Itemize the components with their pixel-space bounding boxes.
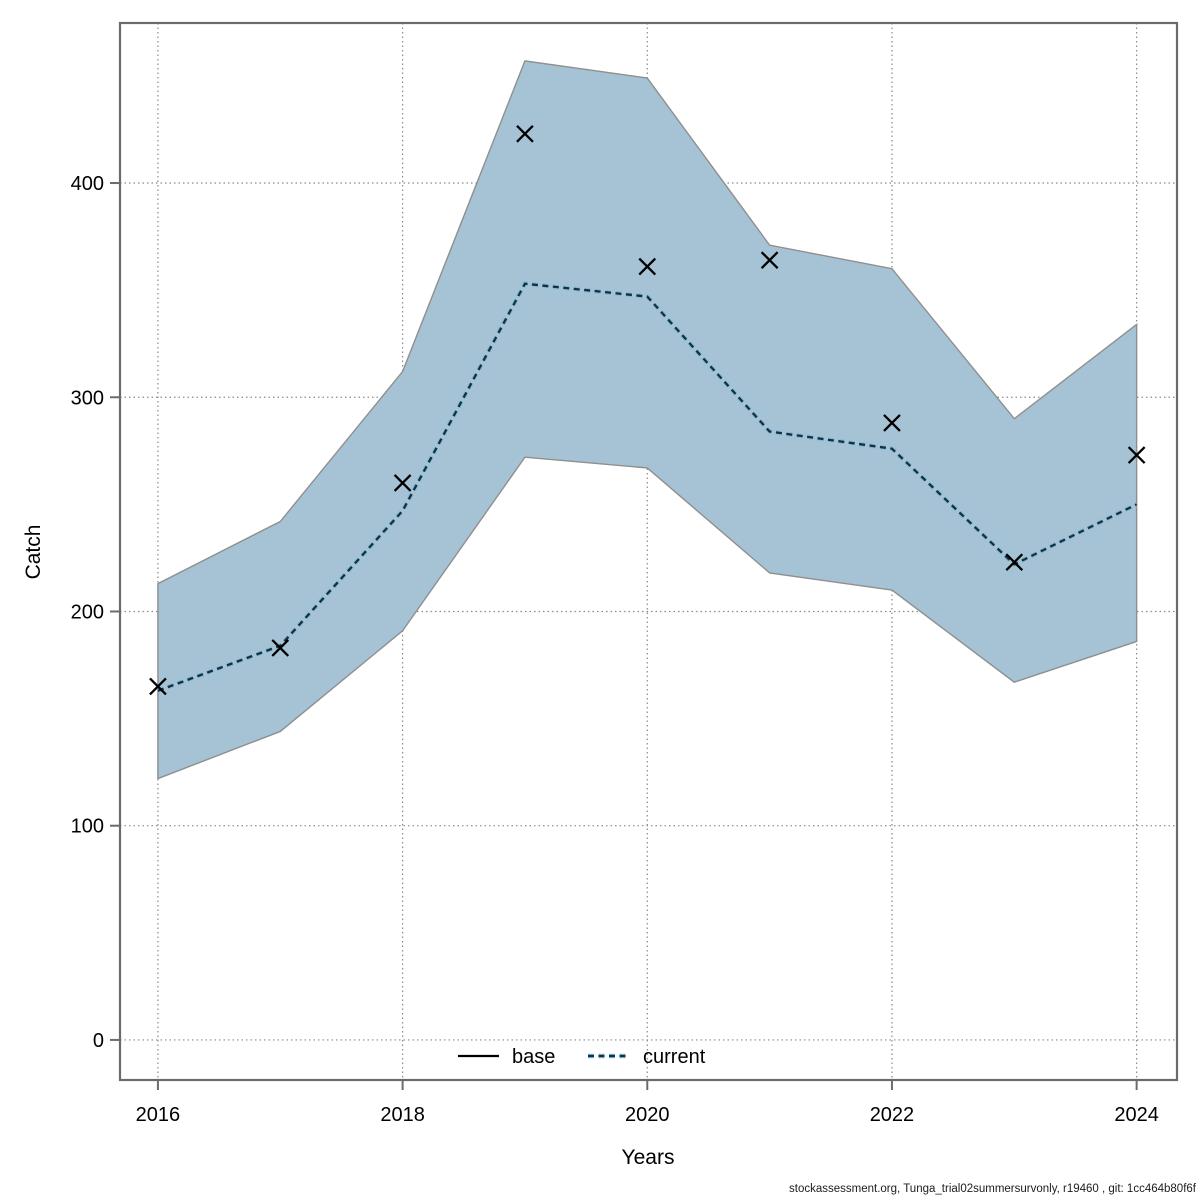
y-tick-label: 100 <box>71 816 104 838</box>
confidence-band <box>157 60 1138 780</box>
observation-marker <box>149 677 167 696</box>
footer-note: stockassessment.org, Tunga_trial02summer… <box>789 1183 1197 1195</box>
legend-label-current: current <box>643 1046 706 1068</box>
observation-marker <box>760 251 779 269</box>
x-tick-label: 2016 <box>136 1104 181 1126</box>
observation-marker <box>1127 446 1146 464</box>
legend: base current <box>458 1046 706 1068</box>
y-tick-label: 400 <box>71 173 104 195</box>
confidence-band-polygon <box>157 60 1138 780</box>
observation-marker <box>638 257 657 276</box>
y-axis-title: Catch <box>22 525 45 580</box>
x-axis-title: Years <box>622 1146 675 1169</box>
observation-marker <box>883 414 901 432</box>
y-tick-label: 300 <box>71 387 104 409</box>
x-tick-label: 2024 <box>1114 1104 1159 1126</box>
observation-markers <box>149 124 1146 696</box>
x-tick-label: 2020 <box>625 1104 670 1126</box>
observation-marker <box>393 474 412 492</box>
axes-and-box <box>110 21 1179 1090</box>
legend-label-base: base <box>512 1046 555 1068</box>
plot-box <box>118 21 1179 1082</box>
x-tick-label: 2022 <box>870 1104 915 1126</box>
tick-labels: 2016 2018 2020 2022 2024 0 100 200 300 400 <box>71 173 1159 1126</box>
observation-marker <box>271 639 290 657</box>
observation-marker <box>1005 553 1024 572</box>
y-tick-label: 0 <box>93 1030 104 1052</box>
current-fit-line <box>157 281 1138 693</box>
x-tick-label: 2018 <box>380 1104 425 1126</box>
y-tick-label: 200 <box>71 601 104 623</box>
observation-marker <box>516 124 534 143</box>
current-line-core <box>157 282 1138 692</box>
